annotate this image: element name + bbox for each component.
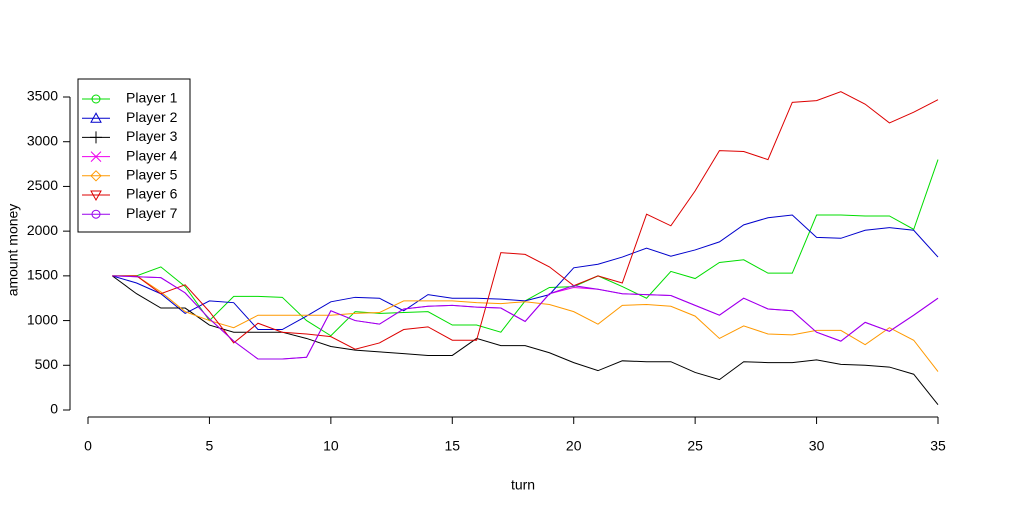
x-tick-label: 5 <box>206 438 214 454</box>
series-line <box>112 275 939 372</box>
x-tick-label: 35 <box>930 438 946 454</box>
x-axis-label: turn <box>511 477 535 493</box>
x-tick-label: 15 <box>444 438 460 454</box>
y-tick-label: 0 <box>50 401 58 417</box>
series-line <box>112 214 939 331</box>
legend-marker <box>90 190 102 202</box>
legend-label: Player 6 <box>126 186 178 202</box>
legend-marker <box>90 112 102 123</box>
y-axis-label: amount money <box>5 204 21 297</box>
y-tick-label: 3500 <box>27 88 58 104</box>
series-line <box>112 275 939 360</box>
legend-marker <box>91 209 101 219</box>
y-tick-label: 500 <box>35 356 59 372</box>
y-tick-label: 1500 <box>27 267 58 283</box>
y-tick-label: 2000 <box>27 222 58 238</box>
legend-marker <box>91 94 101 104</box>
series-line <box>111 275 939 405</box>
legend-label: Player 4 <box>126 147 178 163</box>
legend: Player 1 Player 2 Player 3 Player 4 Player 5… <box>77 78 191 233</box>
legend-label: Player 7 <box>126 205 178 221</box>
y-tick-label: 3000 <box>27 132 58 148</box>
legend-label: Player 5 <box>126 167 178 183</box>
y-tick-label: 2500 <box>27 177 58 193</box>
x-tick-label: 10 <box>323 438 339 454</box>
x-tick-label: 20 <box>566 438 582 454</box>
x-tick-label: 0 <box>84 438 92 454</box>
series-line <box>112 91 939 350</box>
legend-label: Player 2 <box>126 109 178 125</box>
legend-label: Player 1 <box>126 90 178 106</box>
legend-label: Player 3 <box>126 128 178 144</box>
y-tick-label: 1000 <box>27 311 58 327</box>
legend-marker <box>90 131 102 144</box>
x-tick-label: 30 <box>809 438 825 454</box>
legend-marker <box>90 151 102 162</box>
legend-marker <box>90 170 102 182</box>
x-tick-label: 25 <box>687 438 703 454</box>
